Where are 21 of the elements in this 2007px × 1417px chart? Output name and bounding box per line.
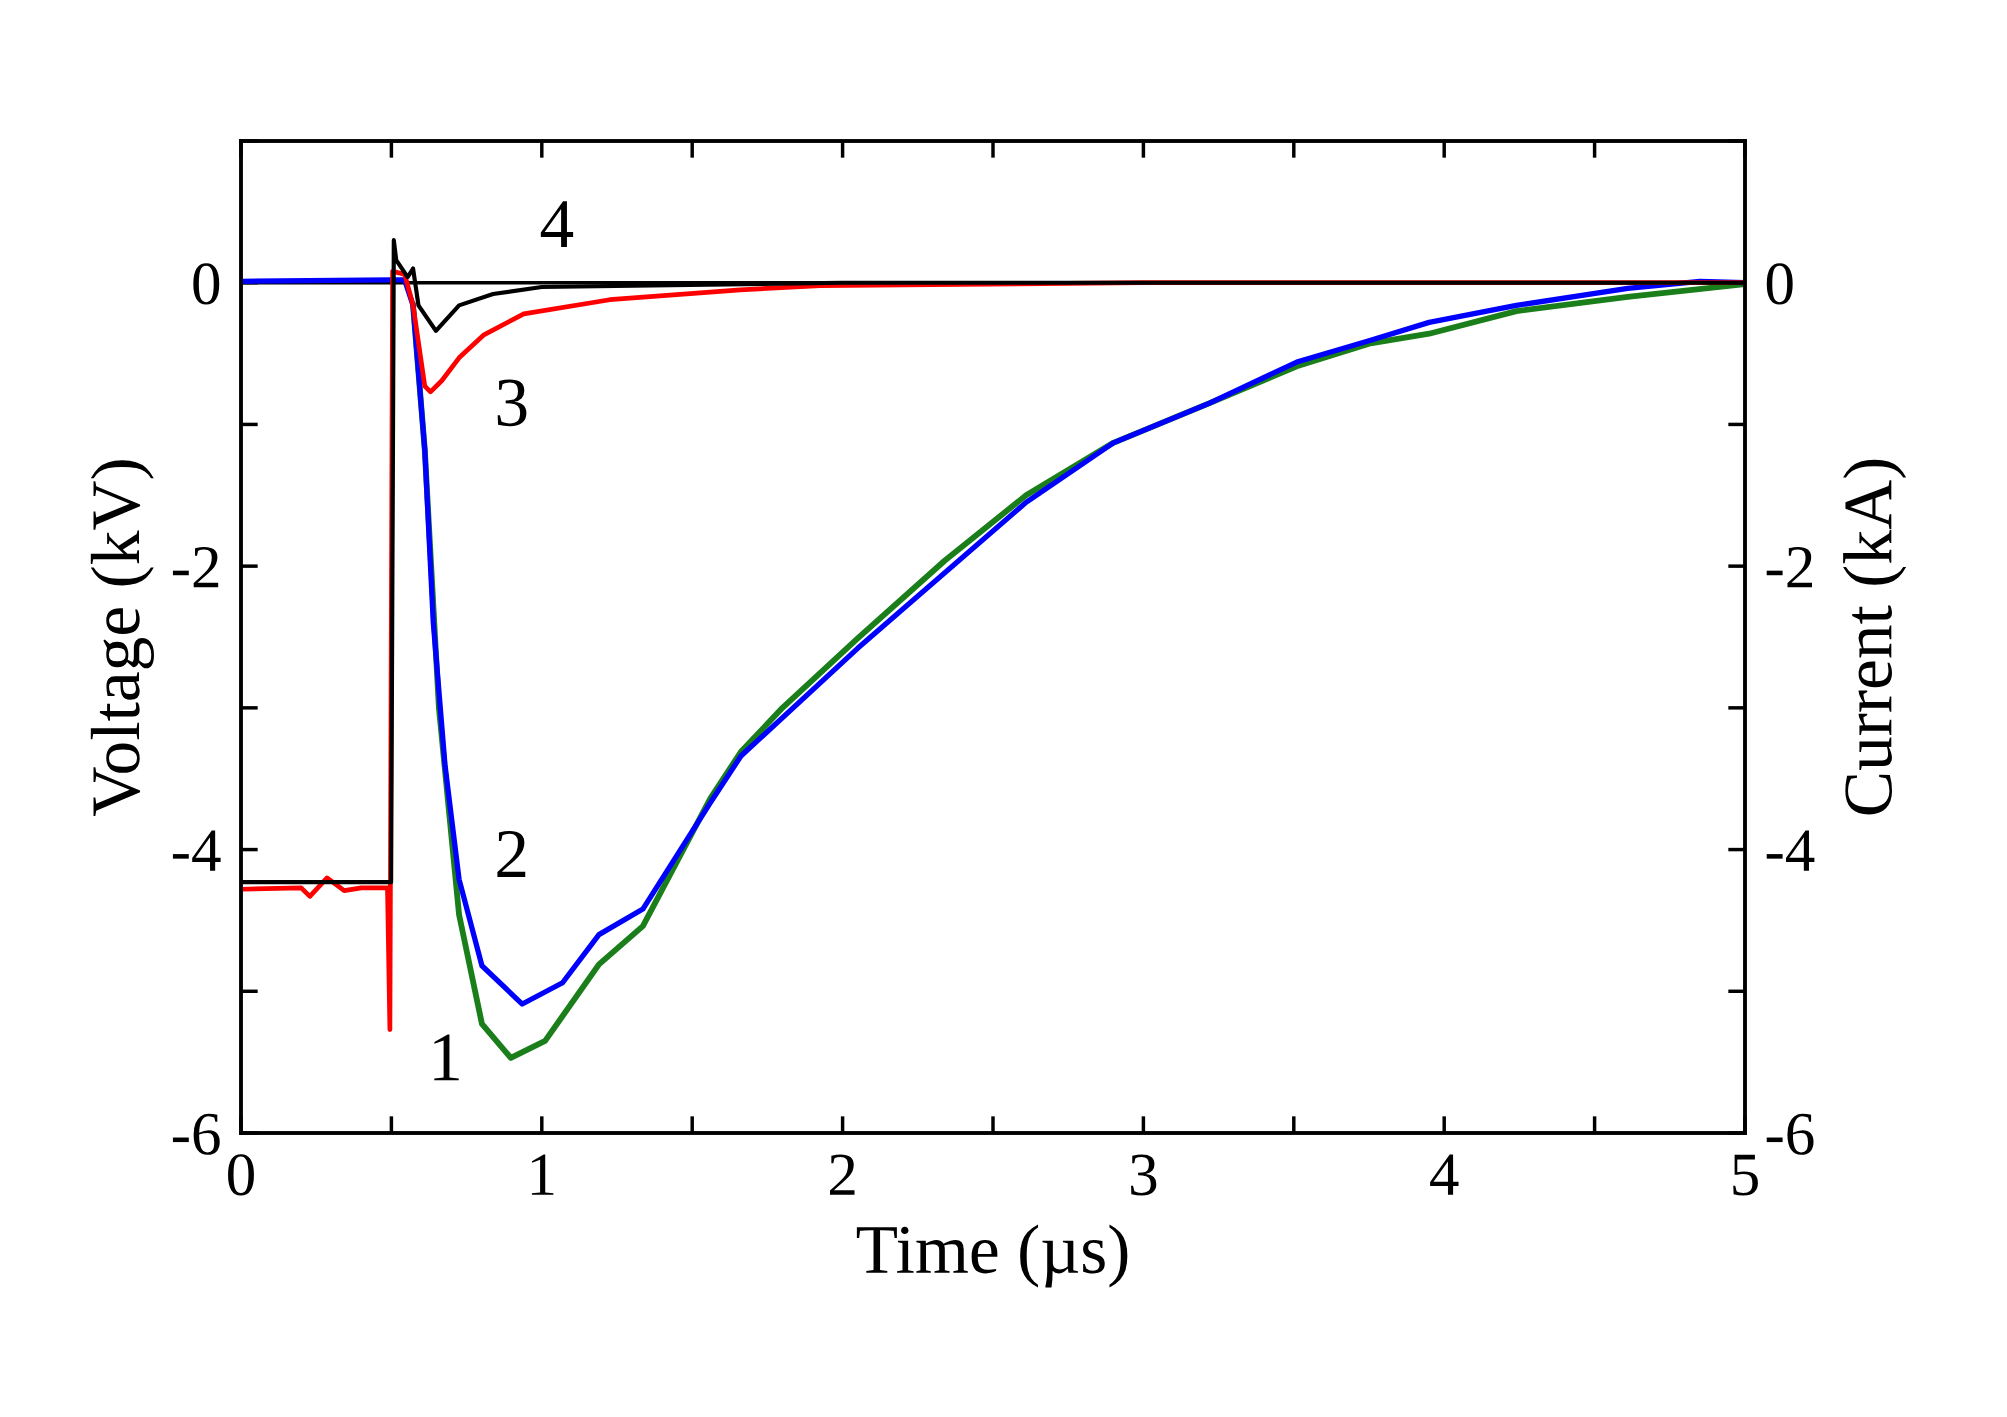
x-tick-label: 5 [1733, 1154, 1758, 1196]
y-tick-label: -2 [172, 546, 219, 588]
y2-tick-label: -6 [1766, 1113, 1814, 1155]
x-axis-title: Time (µs) [856, 1224, 1128, 1288]
x-tick-label: 0 [228, 1154, 254, 1196]
y2-axis-title: Current (kA) [1843, 459, 1907, 815]
x-tick-label: 1 [531, 1154, 554, 1195]
y-tick-label: -6 [172, 1113, 220, 1155]
annotation: 2 [497, 830, 526, 877]
y2-tick-label: 0 [1766, 263, 1793, 305]
y-axis-title: Voltage (kV) [90, 460, 154, 816]
annotation: 1 [434, 1034, 459, 1081]
x-tick-label: 4 [1430, 1154, 1459, 1195]
y2-tick-label: -4 [1766, 830, 1815, 871]
annotation: 3 [497, 379, 527, 427]
x-tick-label: 2 [830, 1154, 855, 1195]
annotation: 4 [540, 201, 574, 247]
y-tick-label: 0 [193, 263, 220, 305]
y-tick-label: -4 [172, 830, 221, 871]
y2-tick-label: -2 [1766, 546, 1812, 588]
x-tick-label: 3 [1131, 1154, 1157, 1196]
